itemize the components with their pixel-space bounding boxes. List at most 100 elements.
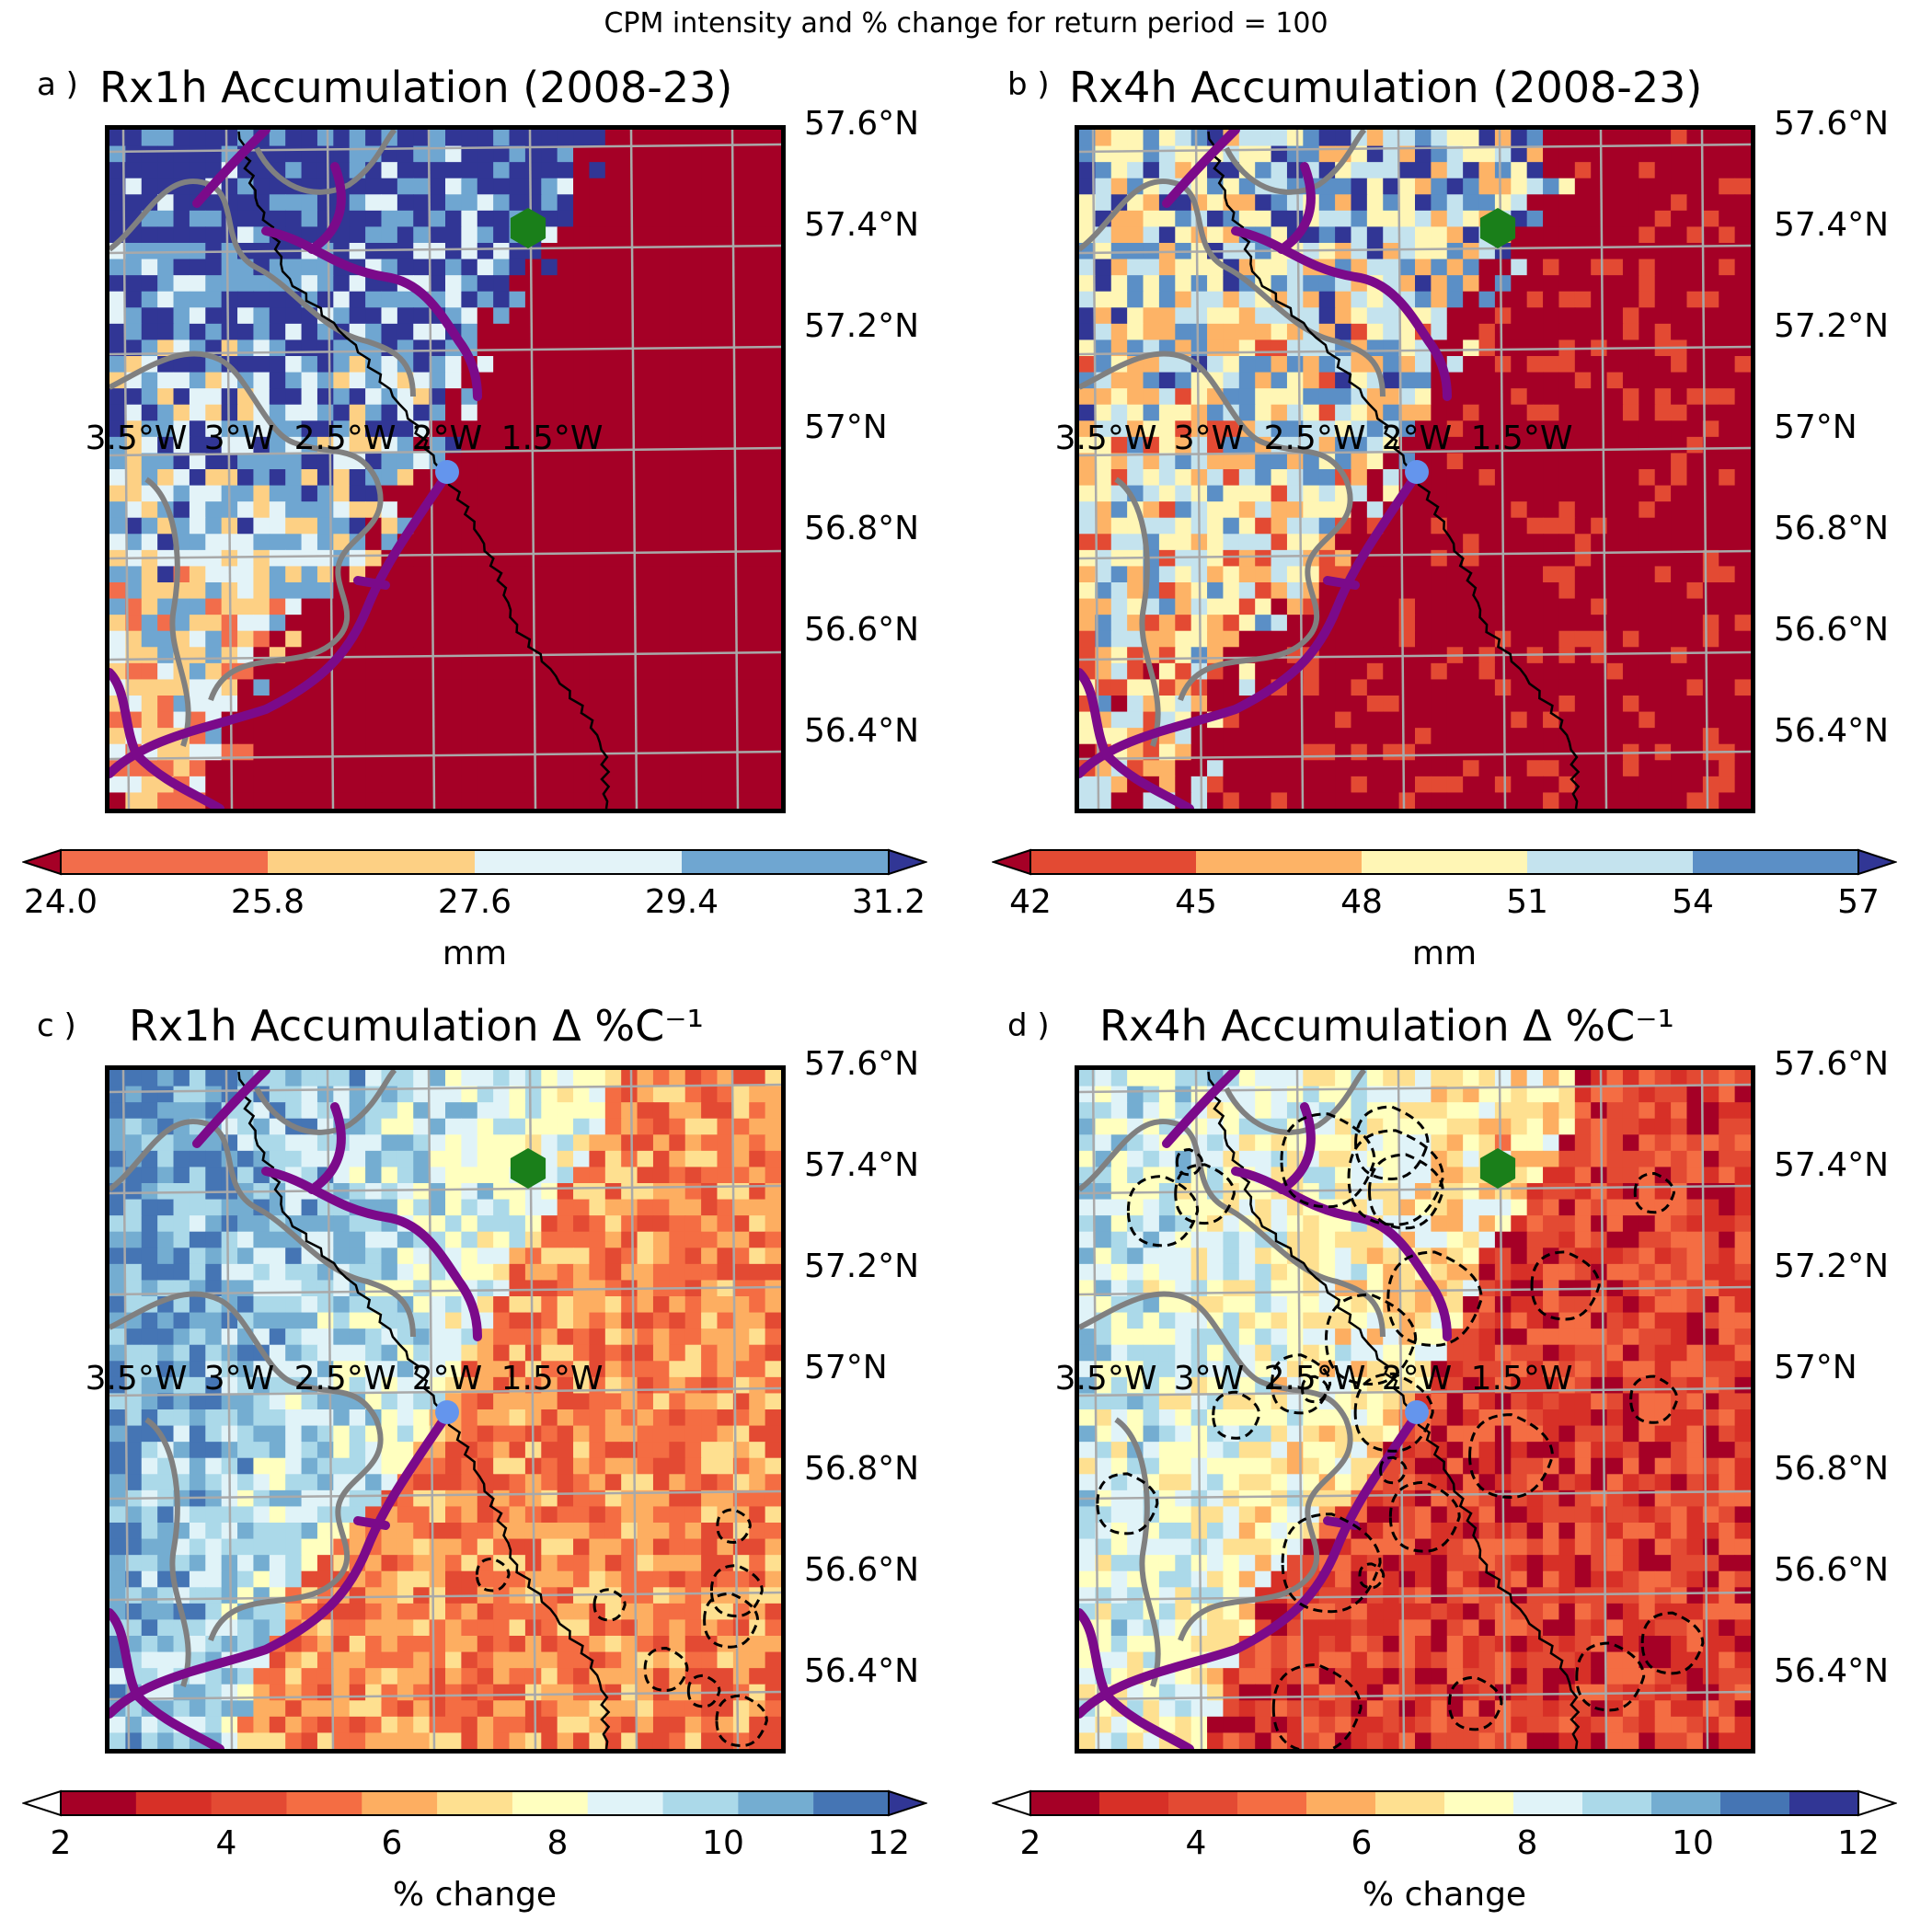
lon-tick-label: 3°W — [203, 1360, 275, 1397]
lon-tick-label: 1.5°W — [500, 1360, 604, 1397]
colorbar-segment — [61, 1791, 137, 1815]
colorbar-under-triangle — [20, 1789, 62, 1817]
colorbar-tick-label: 10 — [1672, 1824, 1714, 1862]
colorbar-segment — [1030, 1791, 1100, 1815]
colorbar-segment — [1582, 1791, 1652, 1815]
colorbar-segment — [662, 1791, 739, 1815]
colorbar-label: % change — [1362, 1876, 1527, 1914]
lat-tick-label: 57°N — [804, 1349, 888, 1386]
colorbar-tick-label: 4 — [1185, 1824, 1207, 1862]
map-svg — [109, 1070, 781, 1749]
lat-tick-label: 56.6°N — [804, 611, 920, 649]
city-marker — [1405, 460, 1429, 484]
figure-suptitle: CPM intensity and % change for return pe… — [604, 7, 1328, 40]
colorbar-under-triangle — [990, 1789, 1031, 1817]
colorbar-tick-label: 4 — [215, 1824, 237, 1862]
admin-boundaries — [1079, 1070, 1386, 1687]
panel-title: Rx1h Accumulation Δ %C⁻¹ — [129, 1001, 704, 1051]
lat-tick-label: 56.4°N — [804, 712, 920, 750]
panel-letter: b ) — [1007, 66, 1050, 103]
colorbar-segment — [1789, 1791, 1859, 1815]
lat-tick-label: 56.6°N — [1774, 1551, 1890, 1589]
significance-contours — [1096, 1105, 1705, 1749]
graticule — [1079, 1070, 1751, 1749]
lat-tick-label: 56.4°N — [804, 1652, 920, 1690]
lon-tick-label: 3°W — [1173, 1360, 1245, 1397]
colorbar-segment — [61, 850, 269, 874]
colorbar-segment — [1030, 850, 1197, 874]
map-svg — [1079, 1070, 1751, 1749]
colorbar-tick-label: 51 — [1506, 883, 1548, 921]
site-marker-hexagon — [1479, 208, 1516, 248]
lon-tick-label: 1.5°W — [1470, 1360, 1573, 1397]
colorbar-segment — [682, 850, 890, 874]
lat-tick-label: 57°N — [1774, 408, 1857, 446]
lon-tick-label: 1.5°W — [500, 420, 604, 457]
panel-title: Rx4h Accumulation (2008-23) — [1069, 63, 1703, 112]
lat-tick-label: 57.2°N — [804, 1248, 920, 1285]
colorbar-segment — [211, 1791, 287, 1815]
lon-tick-label: 3°W — [1173, 420, 1245, 457]
panel-letter: c ) — [37, 1007, 76, 1044]
lon-tick-label: 3.5°W — [85, 420, 188, 457]
colorbar-tick-label: 2 — [1019, 1824, 1041, 1862]
colorbar-tick-label: 29.4 — [644, 883, 719, 921]
colorbar: 2 4 6 8 10 12 % change — [20, 1789, 929, 1914]
pixel-grid — [109, 130, 781, 809]
colorbar-segment — [475, 850, 683, 874]
rivers — [109, 130, 482, 809]
colorbar-over-triangle — [888, 1789, 929, 1817]
graticule — [109, 1070, 781, 1749]
city-marker — [435, 1400, 459, 1424]
site-marker-hexagon — [1479, 1148, 1516, 1189]
lat-tick-label: 57.6°N — [804, 1045, 920, 1083]
colorbar-segment — [1651, 1791, 1721, 1815]
lon-tick-label: 2.5°W — [293, 1360, 397, 1397]
colorbar-segment — [437, 1791, 513, 1815]
colorbar-segment — [135, 1791, 213, 1815]
colorbar-tick-label: 54 — [1672, 883, 1714, 921]
city-marker — [435, 460, 459, 484]
lat-tick-label: 57.4°N — [1774, 206, 1890, 244]
panel-title: Rx4h Accumulation Δ %C⁻¹ — [1099, 1001, 1674, 1051]
lat-tick-label: 57.2°N — [1774, 1248, 1890, 1285]
site-marker-hexagon — [510, 1148, 546, 1189]
colorbar-tick-label: 6 — [381, 1824, 403, 1862]
lat-tick-label: 57.4°N — [1774, 1146, 1890, 1184]
colorbar-tick-label: 27.6 — [437, 883, 512, 921]
colorbar-svg — [990, 1789, 1899, 1817]
admin-boundaries — [109, 130, 416, 747]
city-marker — [1405, 1400, 1429, 1424]
colorbar-tick-label: 2 — [50, 1824, 72, 1862]
colorbar-segment — [1099, 1791, 1169, 1815]
colorbar-tick-label: 45 — [1175, 883, 1217, 921]
colorbar-tick-label: 10 — [702, 1824, 744, 1862]
colorbar-tick-label: 8 — [546, 1824, 569, 1862]
lon-tick-label: 3.5°W — [1054, 420, 1157, 457]
pixel-grid — [1079, 130, 1751, 809]
colorbar-tick-label: 42 — [1009, 883, 1052, 921]
graticule — [1079, 130, 1751, 809]
admin-boundaries — [109, 1070, 416, 1687]
lat-tick-label: 56.8°N — [804, 1450, 920, 1488]
site-marker-hexagon — [510, 208, 546, 248]
lat-tick-label: 57.6°N — [1774, 1045, 1890, 1083]
admin-boundaries — [1079, 130, 1386, 747]
colorbar: 24.0 25.8 27.6 29.4 31.2 mm — [20, 848, 929, 972]
colorbar-segment — [268, 850, 476, 874]
panel-title: Rx1h Accumulation (2008-23) — [99, 63, 733, 112]
colorbar-tick-label: 6 — [1351, 1824, 1373, 1862]
lat-tick-label: 57°N — [1774, 1349, 1857, 1386]
pixel-grid — [1079, 1070, 1751, 1749]
colorbar-segment — [1237, 1791, 1307, 1815]
colorbar-segment — [1168, 1791, 1238, 1815]
lat-tick-label: 57.4°N — [804, 1146, 920, 1184]
lat-tick-label: 57.6°N — [804, 105, 920, 143]
colorbar-segment — [1444, 1791, 1514, 1815]
colorbar-segment — [362, 1791, 438, 1815]
map-area — [1075, 1065, 1755, 1754]
colorbar-tick-label: 12 — [868, 1824, 910, 1862]
colorbar-under-triangle — [20, 848, 62, 876]
colorbar-tick-label: 57 — [1837, 883, 1880, 921]
lon-tick-label: 2°W — [411, 1360, 483, 1397]
